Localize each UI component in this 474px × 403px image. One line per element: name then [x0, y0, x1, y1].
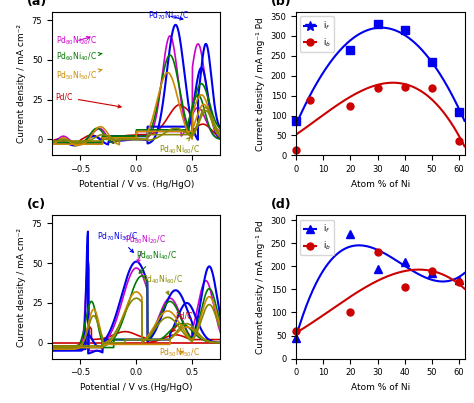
- Text: Pd$_{40}$Ni$_{60}$/C: Pd$_{40}$Ni$_{60}$/C: [142, 273, 183, 295]
- Text: Pd$_{80}$Ni$_{20}$/C: Pd$_{80}$Ni$_{20}$/C: [55, 35, 97, 48]
- Legend: i$_f$, i$_b$: i$_f$, i$_b$: [301, 16, 334, 52]
- Text: (a): (a): [27, 0, 47, 8]
- Y-axis label: Current density / mA cm⁻²: Current density / mA cm⁻²: [17, 228, 26, 347]
- Text: Pd/C: Pd/C: [173, 312, 193, 332]
- Text: Pd$_{60}$Ni$_{40}$/C: Pd$_{60}$Ni$_{40}$/C: [55, 51, 102, 63]
- X-axis label: Potential / V vs. (Hg/HgO): Potential / V vs. (Hg/HgO): [79, 180, 194, 189]
- X-axis label: Atom % of Ni: Atom % of Ni: [351, 383, 410, 392]
- Text: Pd$_{70}$Ni$_{30}$/C: Pd$_{70}$Ni$_{30}$/C: [97, 231, 138, 252]
- X-axis label: Atom % of Ni: Atom % of Ni: [351, 180, 410, 189]
- Text: Pd$_{80}$Ni$_{20}$/C: Pd$_{80}$Ni$_{20}$/C: [125, 233, 166, 263]
- Text: Pd/C: Pd/C: [55, 93, 121, 108]
- X-axis label: Potential / V vs.(Hg/HgO): Potential / V vs.(Hg/HgO): [80, 383, 192, 392]
- Text: Pd$_{50}$Ni$_{50}$/C: Pd$_{50}$Ni$_{50}$/C: [159, 347, 200, 359]
- Y-axis label: Current density / mA cm⁻²: Current density / mA cm⁻²: [17, 24, 26, 143]
- Text: (c): (c): [27, 198, 46, 211]
- Text: Pd$_{70}$Ni$_{30}$/C: Pd$_{70}$Ni$_{30}$/C: [147, 9, 189, 22]
- Legend: i$_f$, i$_b$: i$_f$, i$_b$: [301, 220, 334, 256]
- Y-axis label: Current density / mA mg⁻¹ Pd: Current density / mA mg⁻¹ Pd: [256, 17, 265, 151]
- Y-axis label: Current density / mA mg⁻¹ Pd: Current density / mA mg⁻¹ Pd: [256, 220, 265, 354]
- Text: (b): (b): [271, 0, 292, 8]
- Text: (d): (d): [271, 198, 292, 211]
- Text: Pd$_{40}$Ni$_{60}$/C: Pd$_{40}$Ni$_{60}$/C: [159, 137, 200, 156]
- Text: Pd$_{60}$Ni$_{40}$/C: Pd$_{60}$Ni$_{40}$/C: [137, 249, 177, 273]
- Text: Pd$_{50}$Ni$_{50}$/C: Pd$_{50}$Ni$_{50}$/C: [55, 69, 102, 83]
